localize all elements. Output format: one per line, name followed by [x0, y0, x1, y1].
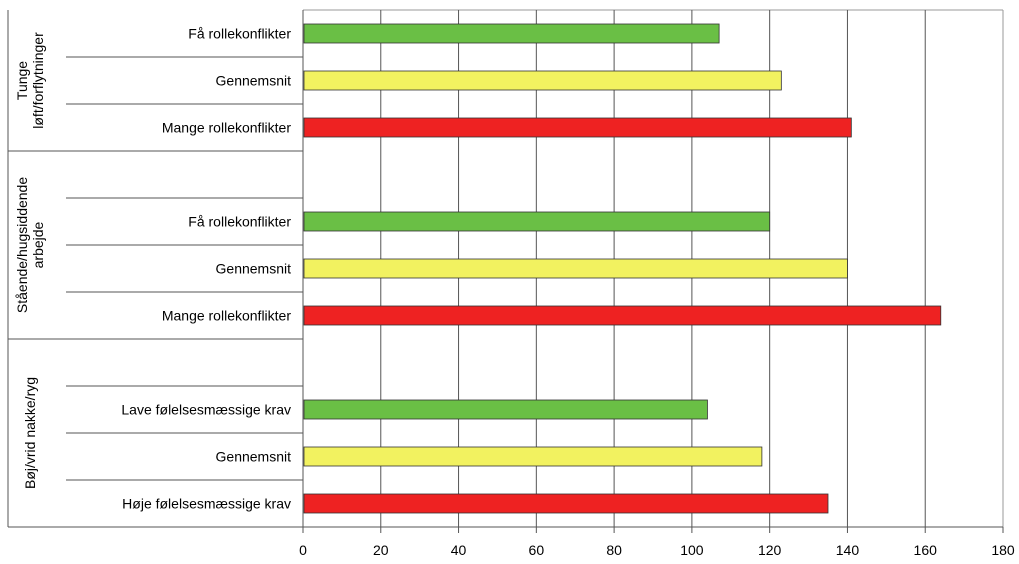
bar-label: Gennemsnit [216, 261, 292, 277]
bar-label: Lave følelsesmæssige krav [121, 402, 291, 418]
bar-label: Mange rollekonflikter [162, 120, 292, 136]
x-tick-label: 40 [451, 542, 467, 558]
bar [303, 70, 782, 91]
x-tick-label: 80 [606, 542, 622, 558]
group-label: løft/forflytninger [30, 32, 46, 129]
bar [303, 493, 829, 514]
bar [303, 23, 720, 44]
bar [303, 305, 942, 326]
bar-label: Gennemsnit [216, 449, 292, 465]
x-tick-label: 160 [914, 542, 938, 558]
x-tick-label: 20 [373, 542, 389, 558]
x-tick-label: 140 [836, 542, 860, 558]
group-label: Tunge [14, 61, 30, 100]
group-label: Bøj/vrid nakke/ryg [22, 377, 38, 489]
bar-label: Gennemsnit [216, 73, 292, 89]
bar-label: Høje følelsesmæssige krav [122, 496, 291, 512]
bar [303, 211, 771, 232]
bar [303, 446, 763, 467]
x-tick-label: 180 [991, 542, 1015, 558]
bar [303, 258, 848, 279]
bar-label: Få rollekonflikter [188, 214, 291, 230]
bar-label: Mange rollekonflikter [162, 308, 292, 324]
bar [303, 117, 852, 138]
group-label: arbejde [30, 221, 46, 268]
x-tick-label: 100 [680, 542, 704, 558]
group-label: Stående/hugsiddende [14, 177, 30, 313]
x-tick-label: 120 [758, 542, 782, 558]
bar [303, 399, 708, 420]
x-tick-label: 0 [299, 542, 307, 558]
x-tick-label: 60 [529, 542, 545, 558]
bar-label: Få rollekonflikter [188, 26, 291, 42]
